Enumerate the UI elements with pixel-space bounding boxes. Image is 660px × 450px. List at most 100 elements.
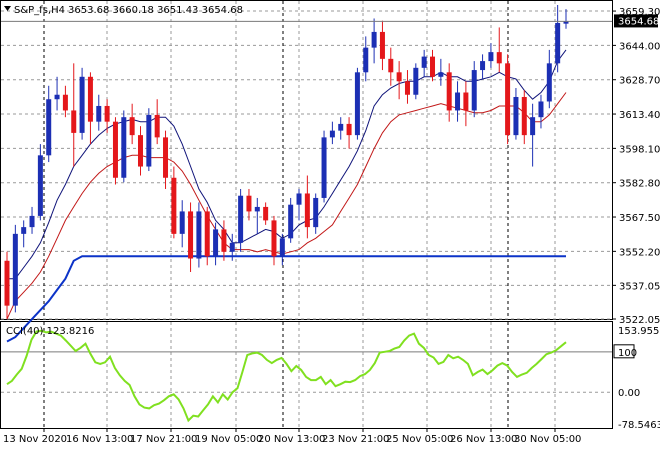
y-tick-label: 3628.70 (619, 76, 660, 87)
candle-body (563, 21, 569, 24)
cci-tick-label: -78.5463 (618, 420, 660, 431)
candle-body (304, 193, 310, 228)
price-axis: 3659.30 3644.00 3628.70 3613.40 3598.10 3582.… (612, 7, 660, 326)
candle-body (221, 229, 227, 252)
candle-body (496, 52, 502, 64)
candle-body (354, 72, 360, 136)
cci-axis: 153.9559 100 0.00 -78.5463 (613, 326, 660, 431)
cci-tick-label: 0.00 (618, 388, 640, 399)
y-tick-label: 3659.30 (619, 7, 660, 18)
candle-body (530, 117, 536, 136)
candle-body (438, 72, 444, 77)
candle-body (96, 105, 102, 122)
candle-body (446, 72, 452, 111)
candle-body (463, 92, 469, 111)
slow-moving-average (6, 92, 567, 320)
cci-level-tag (613, 344, 635, 359)
candle-body (154, 114, 160, 138)
candle-body (246, 195, 252, 212)
y-tick-label: 3582.80 (619, 179, 660, 190)
ohlc-readout: 3653.68 3660.18 3651.43 3654.68 (68, 5, 243, 16)
candle-body (12, 233, 18, 306)
candle-body (79, 76, 85, 133)
candle-body (263, 206, 269, 221)
candle-body (480, 61, 486, 71)
candle-body (271, 220, 277, 257)
candle-body (371, 31, 377, 48)
y-tick-label: 3552.20 (619, 247, 660, 258)
candle-body (46, 99, 52, 156)
candle-body (37, 155, 43, 216)
candle-body (54, 94, 60, 100)
candle-body (213, 229, 219, 257)
candle-body (171, 177, 177, 234)
candle-body (129, 117, 135, 136)
stop-lines (6, 255, 566, 343)
x-tick-label: 17 Nov 21:00 (130, 434, 197, 445)
y-tick-label: 3598.10 (619, 144, 660, 155)
candle-body (346, 123, 352, 136)
candle-body (404, 81, 410, 95)
price-panel-frame (0, 0, 613, 320)
dropdown-arrow-icon[interactable] (4, 6, 11, 11)
candle-body (338, 123, 344, 131)
candle-body (229, 242, 235, 252)
candle-body (379, 31, 385, 59)
cci-panel-frame (0, 321, 613, 429)
candle-body (179, 211, 185, 234)
y-tick-label: 3644.00 (619, 41, 660, 52)
x-tick-label: 19 Nov 05:00 (195, 434, 262, 445)
cci-tick-label: 153.9559 (618, 326, 660, 337)
candle-body (313, 197, 319, 228)
candle-body (62, 94, 68, 111)
candle-body (488, 52, 494, 62)
x-tick-label: 20 Nov 13:00 (258, 434, 325, 445)
y-tick-label: 3522.05 (619, 315, 660, 326)
x-tick-label: 23 Nov 21:00 (322, 434, 389, 445)
current-price-label: 3654.68 (618, 16, 659, 27)
candle-body (455, 92, 461, 111)
x-tick-label: 16 Nov 13:00 (66, 434, 133, 445)
y-tick-label: 3567.50 (619, 213, 660, 224)
cci-line (6, 329, 567, 423)
candle-body (363, 47, 369, 73)
candle-body (163, 137, 169, 178)
candle-body (296, 193, 302, 205)
support-line (6, 255, 566, 343)
cci-tick-label: 100 (618, 348, 637, 359)
candle-body (321, 137, 327, 198)
candle-body (204, 211, 210, 257)
candle-body (146, 114, 152, 167)
candle-body (538, 101, 544, 118)
y-tick-label: 3537.05 (619, 281, 660, 292)
candle-body (188, 211, 194, 259)
candle-body (413, 67, 419, 95)
candle-body (421, 56, 427, 68)
candle-body (238, 195, 244, 243)
candle-body (471, 70, 477, 111)
candle-body (521, 96, 527, 136)
candle-body (505, 63, 511, 136)
candle-body (388, 58, 394, 73)
candle-body (546, 63, 552, 102)
x-tick-label: 25 Nov 05:00 (386, 434, 453, 445)
candle-body (21, 227, 27, 234)
candle-body (279, 238, 285, 257)
candle-body (254, 206, 260, 212)
candle-body (137, 135, 143, 167)
y-tick-label: 3613.40 (619, 110, 660, 121)
candle-body (329, 130, 335, 138)
x-tick-label: 26 Nov 13:00 (450, 434, 517, 445)
candle-body (430, 56, 436, 77)
candlesticks (4, 5, 569, 320)
candle-body (87, 76, 93, 122)
x-tick-label: 13 Nov 2020 (3, 434, 67, 445)
candle-body (112, 121, 118, 178)
candle-body (71, 110, 77, 133)
candle-body (288, 204, 294, 239)
candle-body (396, 72, 402, 82)
candle-body (513, 96, 519, 136)
symbol-label: S&P_fs,H4 (14, 5, 65, 16)
